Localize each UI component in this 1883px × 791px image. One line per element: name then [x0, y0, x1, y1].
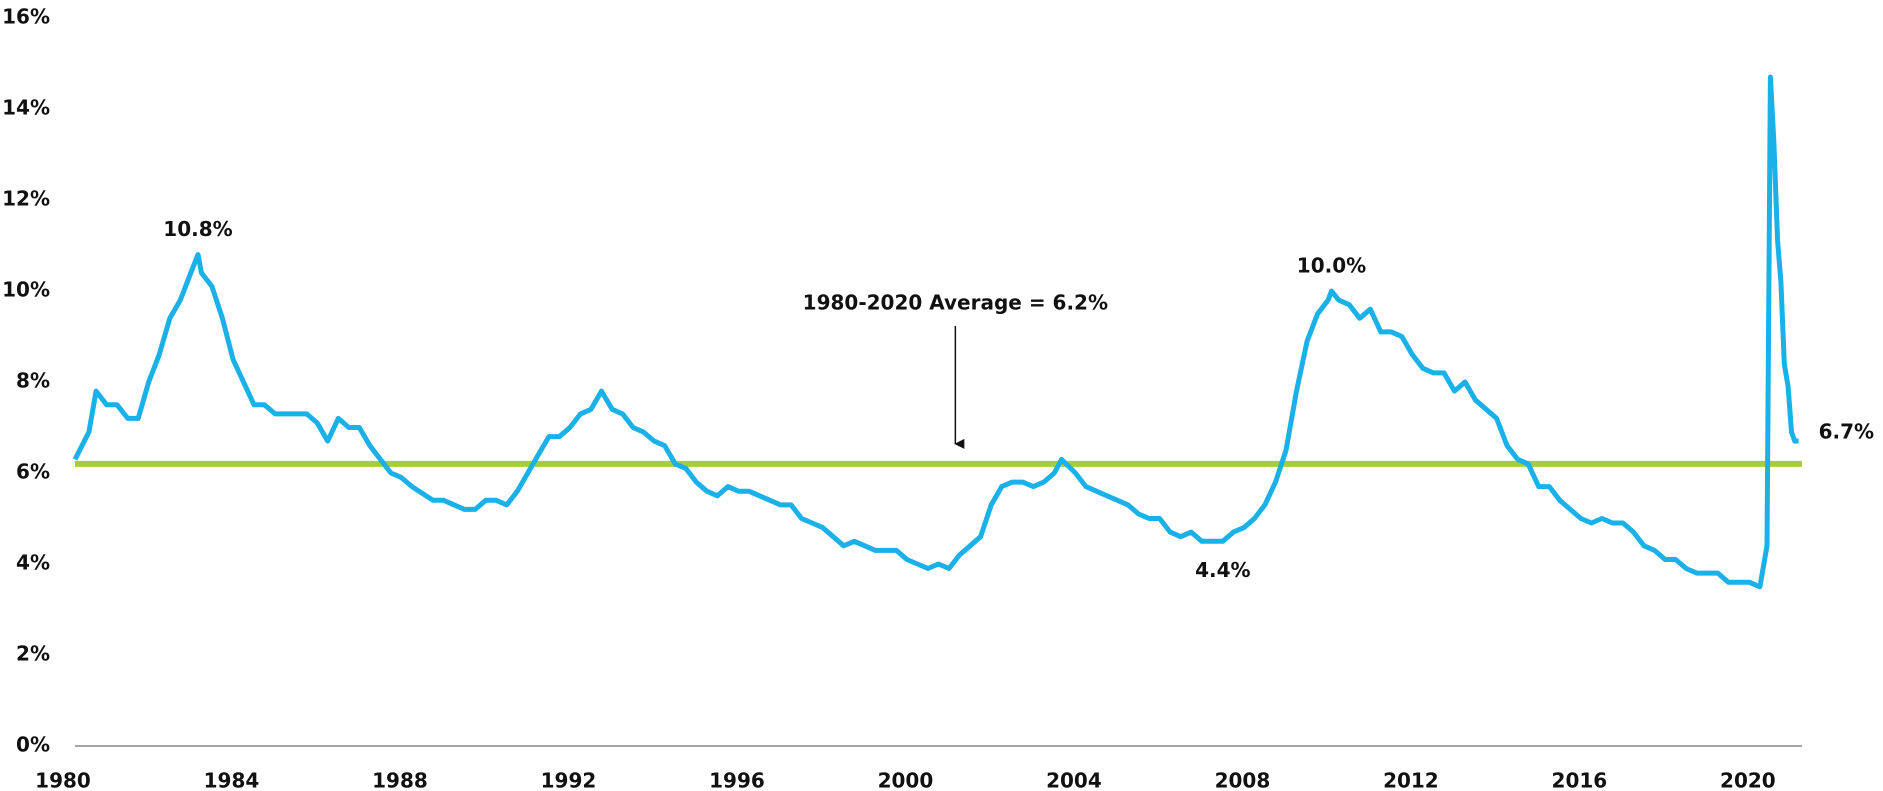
- x-tick-label: 1988: [372, 769, 428, 791]
- x-tick-label: 1996: [709, 769, 765, 791]
- x-tick-label: 2004: [1046, 769, 1102, 791]
- y-tick-label: 14%: [2, 96, 50, 120]
- x-tick-label: 1980: [35, 769, 91, 791]
- y-tick-label: 6%: [16, 460, 50, 484]
- annotation: 4.4%: [1195, 558, 1250, 582]
- x-tick-label: 2000: [878, 769, 934, 791]
- x-tick-label: 2012: [1383, 769, 1439, 791]
- x-tick-label: 2016: [1552, 769, 1608, 791]
- annotation: 10.8%: [163, 217, 232, 241]
- data-line: [72, 74, 1799, 590]
- y-tick-label: 8%: [16, 369, 50, 393]
- y-tick-label: 0%: [16, 733, 50, 757]
- y-tick-label: 12%: [2, 187, 50, 211]
- x-tick-label: 2008: [1215, 769, 1271, 791]
- y-tick-label: 2%: [16, 642, 50, 666]
- annotation: 10.0%: [1297, 254, 1366, 278]
- annotation: 6.7%: [1819, 420, 1874, 444]
- x-tick-label: 2020: [1720, 769, 1776, 791]
- y-tick-label: 16%: [2, 5, 50, 29]
- average-label: 1980-2020 Average = 6.2%: [803, 290, 1108, 314]
- x-tick-label: 1992: [541, 769, 597, 791]
- y-tick-label: 10%: [2, 278, 50, 302]
- y-tick-label: 4%: [16, 551, 50, 575]
- x-tick-label: 1984: [204, 769, 260, 791]
